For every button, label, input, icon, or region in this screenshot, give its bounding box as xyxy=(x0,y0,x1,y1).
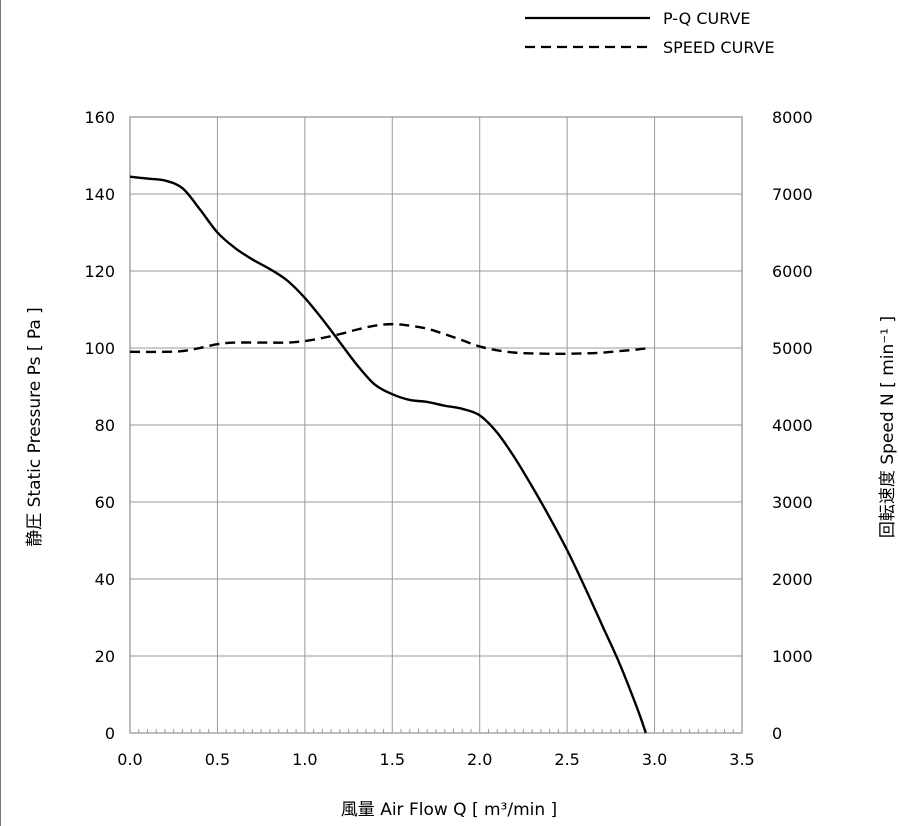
y-right-tick-label-5000: 5000 xyxy=(772,339,813,358)
x-minor-ticks xyxy=(138,729,734,733)
y-left-axis-label: 静圧 Static Pressure Ps [ Pa ] xyxy=(25,307,45,547)
y-left-tick-label-120: 120 xyxy=(84,262,115,281)
series-line-speed-curve xyxy=(129,322,646,356)
y-right-tick-label-6000: 6000 xyxy=(772,262,813,281)
y-right-tick-label-1000: 1000 xyxy=(772,647,813,666)
x-tick-label-2.0: 2.0 xyxy=(467,750,492,769)
legend: P-Q CURVE SPEED CURVE xyxy=(525,9,775,57)
x-tick-label-1.5: 1.5 xyxy=(380,750,405,769)
y-right-tick-label-7000: 7000 xyxy=(772,185,813,204)
x-axis-ticks: 0.0 0.5 1.0 1.5 2.0 2.5 3.0 3.5 xyxy=(117,750,754,769)
y-right-tick-label-2000: 2000 xyxy=(772,570,813,589)
x-tick-label-0.5: 0.5 xyxy=(205,750,230,769)
series-line-pq-curve xyxy=(129,175,647,734)
y-right-tick-label-3000: 3000 xyxy=(772,493,813,512)
y-left-tick-label-40: 40 xyxy=(95,570,115,589)
x-axis-label: 風量 Air Flow Q [ m³/min ] xyxy=(341,800,557,820)
y-left-tick-label-160: 160 xyxy=(84,108,115,127)
series-lines xyxy=(129,175,647,734)
x-tick-label-3.0: 3.0 xyxy=(642,750,667,769)
y-right-tick-label-8000: 8000 xyxy=(772,108,813,127)
y-right-axis-ticks: 0 1000 2000 3000 4000 5000 6000 7000 8000 xyxy=(772,108,813,743)
y-left-tick-label-60: 60 xyxy=(95,493,115,512)
y-right-tick-label-0: 0 xyxy=(772,724,782,743)
y-left-tick-label-100: 100 xyxy=(84,339,115,358)
y-left-tick-label-140: 140 xyxy=(84,185,115,204)
y-right-axis-label: 回転速度 Speed N [ min⁻¹ ] xyxy=(878,316,898,538)
x-tick-label-3.5: 3.5 xyxy=(729,750,754,769)
y-left-tick-label-20: 20 xyxy=(95,647,115,666)
x-tick-label-1.0: 1.0 xyxy=(292,750,317,769)
x-tick-label-0.0: 0.0 xyxy=(117,750,142,769)
y-left-tick-label-0: 0 xyxy=(105,724,115,743)
grid-lines xyxy=(130,117,742,733)
legend-label-pq: P-Q CURVE xyxy=(663,9,751,28)
y-right-tick-label-4000: 4000 xyxy=(772,416,813,435)
x-tick-label-2.5: 2.5 xyxy=(554,750,579,769)
legend-label-speed: SPEED CURVE xyxy=(663,38,775,57)
y-left-tick-label-80: 80 xyxy=(95,416,115,435)
y-left-axis-ticks: 0 20 40 60 80 100 120 140 160 xyxy=(84,108,115,743)
